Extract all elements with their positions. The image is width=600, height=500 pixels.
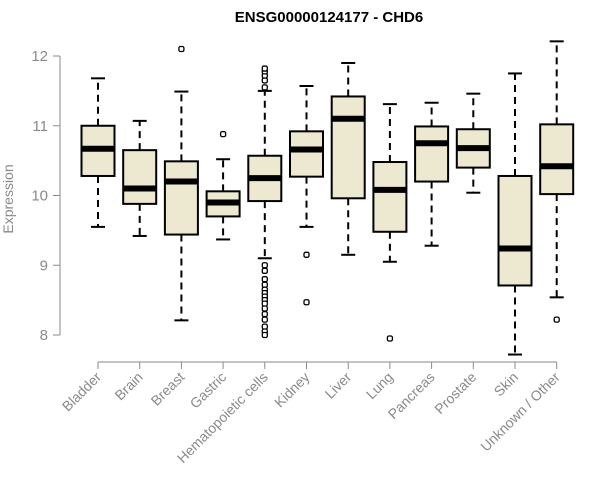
y-tick-label: 8	[40, 327, 48, 344]
x-tick-label: Bladder	[59, 369, 105, 415]
box-hematopoietic-cells	[247, 65, 283, 339]
box-pancreas	[414, 101, 450, 247]
box-gastric	[205, 130, 241, 241]
iqr-box	[497, 174, 533, 287]
box-prostate	[455, 92, 491, 194]
outlier-point	[261, 65, 268, 72]
outlier-point	[261, 267, 268, 274]
iqr-box	[330, 95, 366, 200]
boxes-group	[80, 40, 575, 356]
x-tick-label: Breast	[148, 369, 188, 409]
box-skin	[497, 72, 533, 356]
outlier-point	[261, 316, 268, 323]
iqr-box	[372, 161, 408, 233]
y-tick-label: 9	[40, 257, 48, 274]
outlier-point	[303, 251, 310, 258]
box-lung	[372, 103, 408, 342]
iqr-box	[414, 125, 450, 183]
iqr-box	[289, 130, 324, 178]
x-tick-label: Liver	[322, 369, 355, 402]
y-axis: 8 9 10 11 12	[31, 48, 61, 344]
outlier-point	[553, 316, 560, 323]
x-axis	[97, 361, 558, 369]
box-brain	[122, 119, 158, 237]
outlier-point	[303, 299, 310, 306]
x-tick-label: Kidney	[271, 369, 313, 411]
x-tick-label: Brain	[111, 369, 145, 403]
outlier-point	[261, 310, 268, 318]
outlier-point	[219, 130, 227, 138]
outlier-point	[261, 276, 268, 283]
outlier-point	[261, 331, 268, 339]
outlier-point	[261, 262, 268, 269]
box-unknown-other	[539, 40, 575, 323]
outlier-point	[386, 335, 394, 342]
outlier-point	[178, 45, 185, 53]
box-bladder	[80, 77, 116, 228]
y-tick-label: 11	[32, 118, 48, 135]
x-tick-label: Lung	[363, 369, 396, 402]
outlier-point	[261, 84, 268, 91]
outlier-point	[261, 305, 268, 312]
iqr-box	[539, 123, 575, 196]
y-axis-title: Expression	[0, 164, 16, 233]
y-tick-label: 12	[31, 48, 48, 65]
iqr-box	[122, 149, 158, 205]
box-breast	[163, 45, 199, 322]
x-tick-label: Prostate	[431, 369, 479, 417]
x-tick-label: Skin	[491, 369, 522, 400]
iqr-box	[163, 160, 199, 236]
x-tick-label: Unknown / Other	[477, 369, 563, 455]
y-tick-label: 10	[31, 188, 48, 205]
chart-title: ENSG00000124177 - CHD6	[235, 9, 423, 26]
box-liver	[330, 61, 366, 256]
box-kidney	[289, 84, 324, 306]
